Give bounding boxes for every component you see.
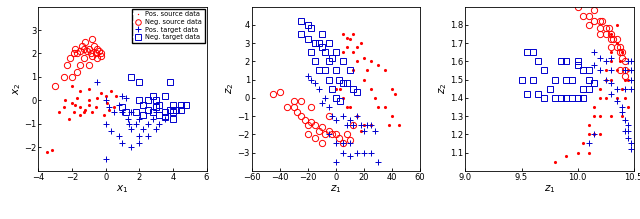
Y-axis label: $z_{2}$: $z_{2}$ [437, 83, 449, 94]
Legend: Pos. source data, Neg. source data, Pos. target data, Neg. target data: Pos. source data, Neg. source data, Pos.… [132, 9, 205, 43]
X-axis label: $x_{1}$: $x_{1}$ [116, 183, 129, 195]
X-axis label: $z_{1}$: $z_{1}$ [330, 183, 342, 195]
Y-axis label: $z_{2}$: $z_{2}$ [224, 83, 236, 94]
Y-axis label: $x_{2}$: $x_{2}$ [11, 83, 22, 95]
X-axis label: $z_{1}$: $z_{1}$ [544, 183, 556, 195]
